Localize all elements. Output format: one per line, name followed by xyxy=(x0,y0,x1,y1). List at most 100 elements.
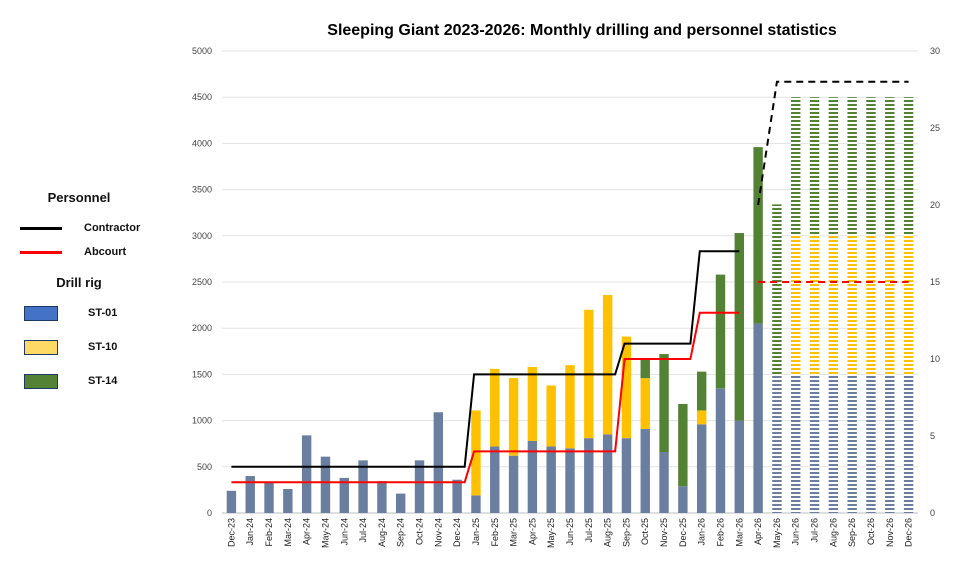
bar-st-10-jun-25 xyxy=(565,365,575,449)
bar-st-01-dec-24 xyxy=(452,479,462,513)
x-tick-label: Aug-25 xyxy=(603,518,613,547)
bar-st-14-nov-25 xyxy=(659,354,669,453)
bar-st-14-aug-26 xyxy=(828,97,839,236)
bar-st-14-nov-26 xyxy=(885,97,895,236)
bar-st-01-dec-25 xyxy=(678,486,688,513)
bar-st-10-aug-26 xyxy=(828,235,839,375)
x-tick-label: Jan-24 xyxy=(245,518,255,546)
bar-st-01-dec-23 xyxy=(226,490,237,513)
x-tick-label: Jul-25 xyxy=(584,518,594,543)
bar-st-01-jan-25 xyxy=(471,495,481,513)
legend-swatch-st10 xyxy=(24,339,58,355)
x-tick-label: Jan-26 xyxy=(697,518,707,546)
y-tick-label: 1500 xyxy=(192,369,212,379)
bar-st-10-apr-25 xyxy=(527,367,538,441)
bar-st-01-oct-26 xyxy=(866,374,876,513)
x-tick-label: May-26 xyxy=(772,518,782,548)
bar-st-01-jan-26 xyxy=(696,424,707,513)
bar-st-10-sep-26 xyxy=(847,235,857,375)
bar-st-14-jan-26 xyxy=(696,371,707,411)
bar-st-14-may-26 xyxy=(772,204,782,375)
bar-st-14-dec-26 xyxy=(903,97,914,236)
bar-st-14-dec-25 xyxy=(678,403,688,487)
legend-item-st10: ST-10 xyxy=(14,336,184,358)
bar-st-01-nov-25 xyxy=(659,452,669,513)
bar-st-01-mar-26 xyxy=(734,420,744,513)
bar-st-01-feb-26 xyxy=(715,388,726,513)
bar-st-10-oct-25 xyxy=(640,378,650,429)
x-tick-label: Mar-25 xyxy=(509,518,519,547)
bar-st-01-oct-24 xyxy=(414,460,425,513)
bar-st-14-oct-26 xyxy=(866,97,876,236)
personnel-line-abcourt xyxy=(231,311,740,484)
bars xyxy=(226,97,914,513)
x-tick-label: Mar-24 xyxy=(283,518,293,547)
y-tick-label: 1000 xyxy=(192,416,212,426)
bar-st-14-jun-26 xyxy=(791,97,801,236)
bar-st-10-jun-26 xyxy=(791,235,801,375)
legend-swatch-contractor xyxy=(20,226,62,230)
bar-st-14-jul-26 xyxy=(809,97,820,236)
bar-st-01-jul-25 xyxy=(584,438,594,513)
legend-item-abcourt: Abcourt xyxy=(14,241,184,263)
x-tick-label: Jun-26 xyxy=(791,518,801,546)
y-tick-label: 0 xyxy=(207,508,212,518)
bar-st-01-jun-25 xyxy=(565,448,575,513)
x-tick-label: Dec-26 xyxy=(904,518,914,547)
x-tick-label: Jan-25 xyxy=(471,518,481,546)
y2-tick-label: 20 xyxy=(930,200,940,210)
x-tick-label: May-25 xyxy=(546,518,556,548)
x-tick-label: Apr-24 xyxy=(302,518,312,545)
y2-tick-label: 0 xyxy=(930,508,935,518)
bar-st-01-may-26 xyxy=(772,374,782,513)
x-tick-label: Dec-24 xyxy=(452,518,462,547)
chart-title: Sleeping Giant 2023-2026: Monthly drilli… xyxy=(327,22,837,39)
legend-label-st10: ST-10 xyxy=(88,341,118,353)
x-tick-label: Oct-26 xyxy=(866,518,876,545)
bar-st-01-aug-24 xyxy=(377,481,387,513)
y2-tick-label: 15 xyxy=(930,277,940,287)
x-tick-label: Feb-24 xyxy=(264,518,274,547)
bar-st-10-jan-25 xyxy=(471,410,481,496)
legend: Personnel Contractor Abcourt Drill rig S… xyxy=(14,190,184,394)
bar-st-01-nov-24 xyxy=(433,412,444,513)
legend-item-st01: ST-01 xyxy=(14,302,184,324)
bar-st-14-feb-26 xyxy=(715,274,726,389)
bar-st-10-mar-25 xyxy=(508,378,519,456)
x-tick-label: Jul-24 xyxy=(358,518,368,543)
bar-st-01-jul-26 xyxy=(809,374,820,513)
bar-st-01-jun-26 xyxy=(791,374,801,513)
legend-swatch-st01 xyxy=(24,305,58,321)
bar-st-10-oct-26 xyxy=(866,235,876,375)
bar-st-01-aug-25 xyxy=(602,434,613,513)
x-axis: Dec-23 Jan-24 Feb-24 Mar-24 Apr-24 May-24 Jun-… xyxy=(226,518,913,548)
personnel-forecast-line-contractor xyxy=(757,80,909,206)
legend-swatch-st14 xyxy=(24,373,58,389)
bar-st-10-aug-25 xyxy=(602,294,613,435)
bar-st-01-dec-26 xyxy=(903,374,914,513)
bar-st-01-nov-26 xyxy=(885,374,895,513)
bar-st-01-sep-26 xyxy=(847,374,857,513)
x-tick-label: Sep-24 xyxy=(396,518,406,547)
legend-swatch-abcourt xyxy=(20,250,62,254)
legend-label-contractor: Contractor xyxy=(84,222,141,234)
x-tick-label: Feb-26 xyxy=(715,518,725,547)
bar-st-01-may-25 xyxy=(546,446,556,513)
x-tick-label: Jul-26 xyxy=(810,518,820,543)
x-tick-label: Apr-26 xyxy=(753,518,763,545)
y-tick-label: 4000 xyxy=(192,138,212,148)
x-tick-label: Aug-26 xyxy=(828,518,838,547)
bar-st-14-mar-26 xyxy=(734,233,744,421)
y-tick-label: 5000 xyxy=(192,46,212,56)
bar-st-01-mar-24 xyxy=(283,488,293,513)
x-tick-label: Dec-25 xyxy=(678,518,688,547)
bar-st-01-apr-25 xyxy=(527,440,538,513)
bar-st-01-feb-24 xyxy=(264,482,274,513)
x-tick-label: Aug-24 xyxy=(377,518,387,547)
legend-label-abcourt: Abcourt xyxy=(84,246,127,258)
bar-st-14-sep-26 xyxy=(847,97,857,236)
y-tick-label: 3000 xyxy=(192,231,212,241)
bar-st-14-apr-26 xyxy=(753,147,763,324)
bar-st-10-jul-26 xyxy=(809,235,820,375)
x-tick-label: May-24 xyxy=(320,518,330,548)
